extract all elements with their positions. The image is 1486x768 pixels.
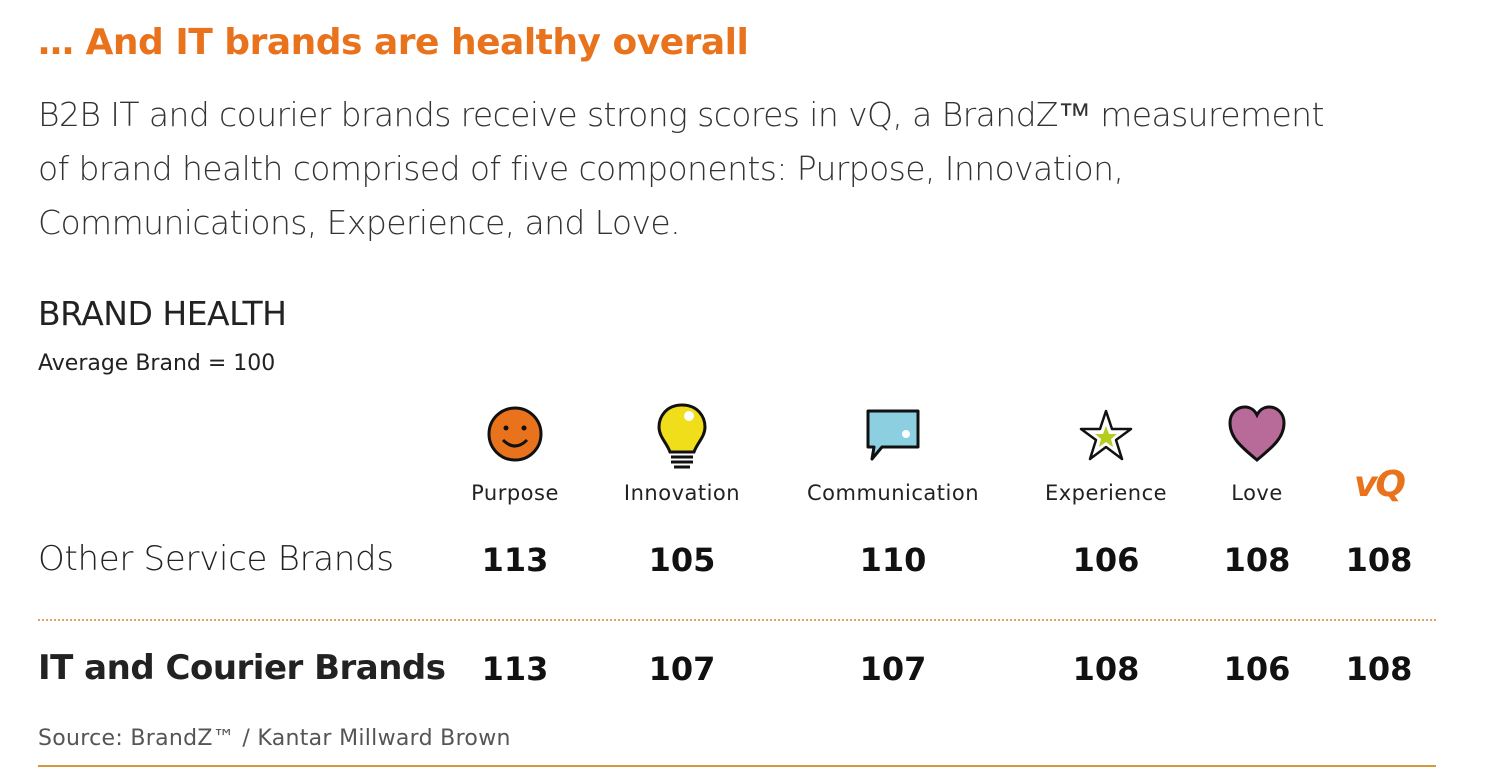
column-header: Purpose (471, 481, 559, 505)
intro-line: of brand health comprised of five compon… (38, 149, 1124, 188)
score: 106 (1223, 650, 1291, 688)
score: 108 (1072, 650, 1140, 688)
title: … And IT brands are healthy overall (38, 22, 749, 63)
column-header: Love (1231, 481, 1283, 505)
table-title: BRAND HEALTH (38, 294, 287, 333)
source: Source: BrandZ™ / Kantar Millward Brown (38, 726, 511, 751)
column-header: Communication (806, 481, 980, 505)
bottom-rule (38, 765, 1436, 767)
score: 106 (1072, 541, 1140, 579)
row-label: Other Service Brands (38, 539, 394, 579)
score: 113 (481, 541, 549, 579)
score: 108 (1223, 541, 1291, 579)
intro-line: Communications, Experience, and Love. (38, 203, 681, 242)
score: 108 (1345, 541, 1413, 579)
row-separator (38, 619, 1436, 621)
score: 110 (859, 541, 927, 579)
love-icon (1228, 405, 1286, 462)
purpose-icon (487, 406, 543, 462)
column-header: Experience (1044, 481, 1168, 505)
communication-icon (866, 409, 920, 461)
score: 107 (859, 650, 927, 688)
innovation-icon (657, 403, 707, 469)
score: 113 (481, 650, 549, 688)
vq-logo: vQ (1353, 464, 1406, 505)
score: 105 (648, 541, 716, 579)
column-header: Innovation (623, 481, 741, 505)
table-subtitle: Average Brand = 100 (38, 351, 276, 376)
score: 108 (1345, 650, 1413, 688)
experience-icon (1079, 409, 1133, 461)
row-label: IT and Courier Brands (38, 648, 446, 688)
score: 107 (648, 650, 716, 688)
intro-line: B2B IT and courier brands receive strong… (38, 95, 1324, 134)
